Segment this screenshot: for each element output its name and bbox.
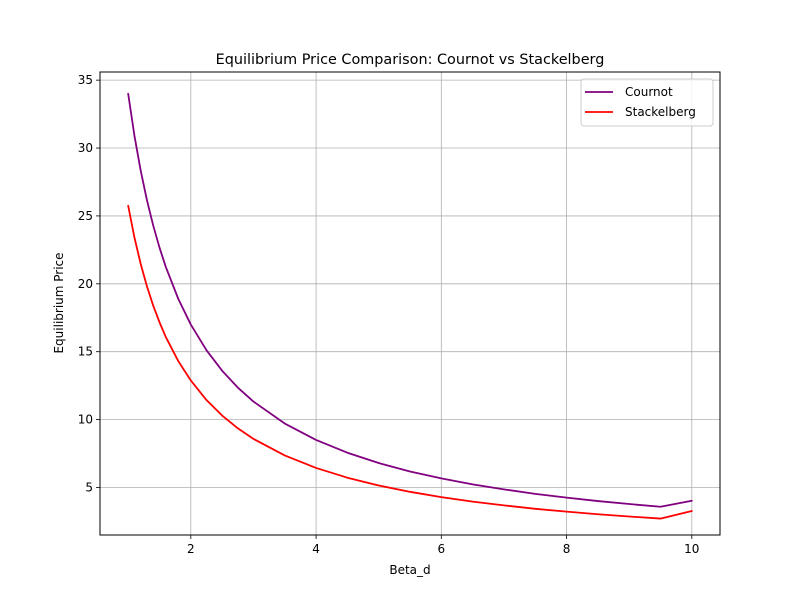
x-tick-label: 4 (312, 542, 320, 556)
legend-label-cournot: Cournot (625, 85, 673, 99)
series-line-stackelberg (127, 204, 693, 520)
legend-label-stackelberg: Stackelberg (625, 105, 696, 119)
grid-lines (100, 72, 720, 535)
x-tick-label: 10 (684, 542, 699, 556)
x-tick-label: 2 (187, 542, 195, 556)
chart-title: Equilibrium Price Comparison: Cournot vs… (216, 52, 605, 68)
axis-ticks: 2 4 6 8 10 5 10 15 20 25 30 35 (78, 73, 700, 556)
y-tick-label: 15 (78, 345, 93, 359)
y-tick-label: 35 (78, 73, 93, 87)
series-layer (127, 92, 693, 520)
y-tick-label: 5 (85, 480, 93, 494)
y-tick-label: 10 (78, 413, 93, 427)
y-tick-label: 30 (78, 141, 93, 155)
x-tick-label: 6 (437, 542, 445, 556)
legend-frame (580, 78, 714, 127)
y-tick-label: 20 (78, 277, 93, 291)
x-axis-label: Beta_d (389, 563, 430, 577)
legend: Cournot Stackelberg (580, 78, 714, 127)
x-tick-label: 8 (563, 542, 571, 556)
y-tick-label: 25 (78, 209, 93, 223)
y-axis-label: Equilibrium Price (52, 252, 66, 353)
series-line-cournot (127, 92, 693, 508)
plot-area-frame (99, 71, 721, 536)
